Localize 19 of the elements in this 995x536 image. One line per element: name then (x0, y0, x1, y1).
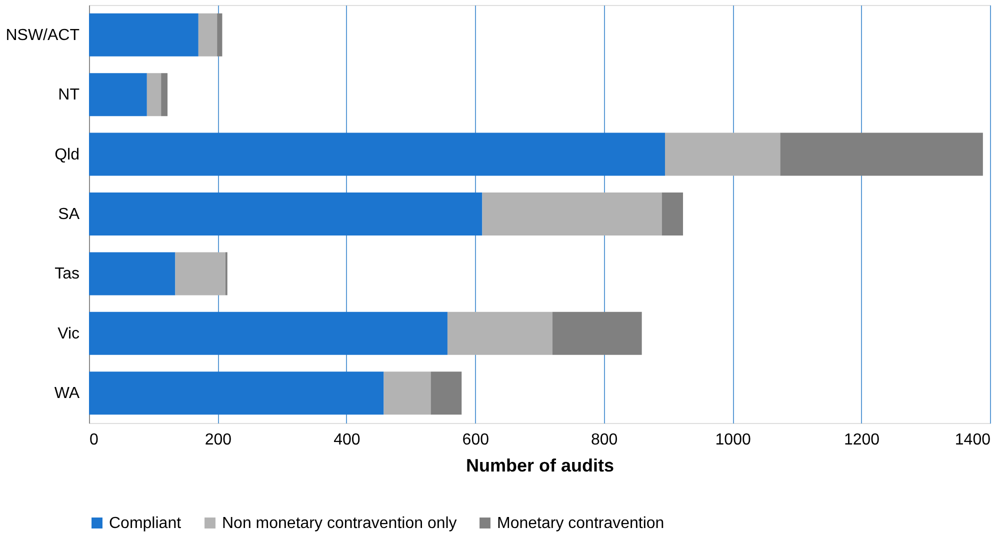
legend-label: Monetary contravention (497, 515, 664, 532)
x-tick-label: 600 (462, 432, 490, 448)
y-tick-label: WA (54, 385, 80, 402)
y-tick-label: SA (58, 206, 80, 223)
x-tick-label: 1400 (954, 432, 991, 448)
y-tick-label: Vic (58, 325, 80, 342)
y-tick-label: NT (58, 86, 80, 104)
x-tick-label: 400 (334, 432, 360, 448)
x-tick-label: 1000 (715, 432, 751, 448)
y-tick-label: Qld (54, 146, 80, 164)
legend-label: Non monetary contravention only (222, 515, 457, 532)
legend-label: Compliant (109, 515, 182, 532)
x-axis-title: Number of audits (466, 456, 614, 476)
y-tick-label: Tas (54, 266, 80, 283)
x-tick-label: 0 (90, 432, 98, 448)
x-tick-label: 800 (591, 432, 618, 448)
y-tick-label: NSW/ACT (6, 26, 80, 44)
x-tick-label: 1200 (844, 432, 880, 448)
x-tick-label: 200 (204, 432, 232, 448)
